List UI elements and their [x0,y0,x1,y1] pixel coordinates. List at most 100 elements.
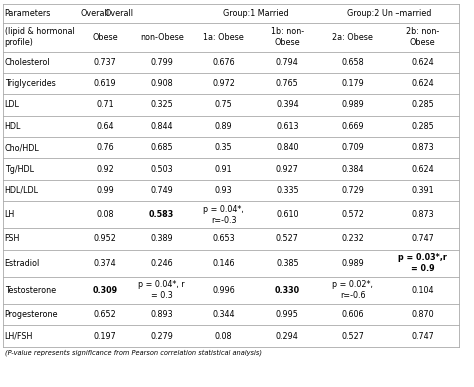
Text: HDL: HDL [5,122,21,131]
Text: 0.35: 0.35 [215,143,232,152]
Text: 0.624: 0.624 [411,79,434,88]
Text: 0.335: 0.335 [276,186,299,195]
Text: 0.89: 0.89 [215,122,232,131]
Text: 0.989: 0.989 [341,259,364,268]
Text: 0.685: 0.685 [150,143,173,152]
Text: 0.844: 0.844 [150,122,173,131]
Text: Testosterone: Testosterone [5,286,56,295]
Text: 0.99: 0.99 [96,186,114,195]
Text: 0.285: 0.285 [411,100,434,110]
Text: 0.799: 0.799 [150,58,173,67]
Text: 0.572: 0.572 [341,210,364,219]
Text: 0.08: 0.08 [96,210,114,219]
Text: 0.873: 0.873 [411,210,434,219]
Text: 0.658: 0.658 [341,58,364,67]
Text: 0.989: 0.989 [341,100,364,110]
Text: 0.624: 0.624 [411,58,434,67]
Text: 0.794: 0.794 [276,58,299,67]
Text: 0.606: 0.606 [341,310,364,319]
Text: Cholesterol: Cholesterol [5,58,50,67]
Text: 0.71: 0.71 [96,100,114,110]
Text: 0.927: 0.927 [276,164,299,173]
Text: non-Obese: non-Obese [140,33,183,41]
Text: 0.652: 0.652 [93,310,116,319]
Text: Estradiol: Estradiol [5,259,40,268]
Text: Parameters: Parameters [5,9,51,18]
Text: p = 0.03*,r
= 0.9: p = 0.03*,r = 0.9 [398,253,447,273]
Text: 0.749: 0.749 [150,186,173,195]
Text: 0.146: 0.146 [212,259,235,268]
Text: 0.996: 0.996 [212,286,235,295]
Text: 0.91: 0.91 [215,164,232,173]
Text: 0.653: 0.653 [212,235,235,243]
Text: FSH: FSH [5,235,20,243]
Text: 0.384: 0.384 [341,164,364,173]
Text: 0.179: 0.179 [341,79,364,88]
Text: Group:1 Married: Group:1 Married [223,9,289,18]
Text: 0.385: 0.385 [276,259,299,268]
Text: 0.624: 0.624 [411,164,434,173]
Text: 0.870: 0.870 [411,310,434,319]
Text: 0.325: 0.325 [150,100,173,110]
Text: 0.75: 0.75 [215,100,232,110]
Text: 0.294: 0.294 [276,332,299,341]
Text: 0.619: 0.619 [93,79,116,88]
Text: 0.583: 0.583 [149,210,174,219]
Text: LH: LH [5,210,15,219]
Text: 0.729: 0.729 [341,186,364,195]
Text: 0.76: 0.76 [96,143,114,152]
Text: p = 0.04*, r
= 0.3: p = 0.04*, r = 0.3 [138,280,185,300]
Text: 0.765: 0.765 [276,79,299,88]
Text: 0.952: 0.952 [93,235,116,243]
Text: 2a: Obese: 2a: Obese [332,33,373,41]
Text: 0.747: 0.747 [411,332,434,341]
Text: 0.995: 0.995 [276,310,299,319]
Text: 0.309: 0.309 [92,286,118,295]
Text: Cho/HDL: Cho/HDL [5,143,39,152]
Text: 0.527: 0.527 [341,332,364,341]
Text: 1a: Obese: 1a: Obese [203,33,244,41]
Text: 0.737: 0.737 [93,58,116,67]
Text: 0.747: 0.747 [411,235,434,243]
Text: p = 0.04*,
r=-0.3: p = 0.04*, r=-0.3 [203,205,244,225]
Text: 0.92: 0.92 [96,164,114,173]
Text: 0.908: 0.908 [150,79,173,88]
Text: 1b: non-
Obese: 1b: non- Obese [271,27,304,47]
Text: LH/FSH: LH/FSH [5,332,33,341]
Text: 0.285: 0.285 [411,122,434,131]
Text: 0.610: 0.610 [276,210,299,219]
Text: 0.246: 0.246 [150,259,173,268]
Text: 0.669: 0.669 [341,122,364,131]
Text: Overall: Overall [81,9,109,18]
Text: 0.389: 0.389 [150,235,173,243]
Text: 0.840: 0.840 [276,143,299,152]
Text: Tg/HDL: Tg/HDL [5,164,34,173]
Text: 0.709: 0.709 [341,143,364,152]
Text: 0.972: 0.972 [212,79,235,88]
Text: 0.676: 0.676 [212,58,235,67]
Text: LDL: LDL [5,100,19,110]
Text: 0.893: 0.893 [150,310,173,319]
Text: 0.232: 0.232 [341,235,364,243]
Text: 0.613: 0.613 [276,122,299,131]
Text: 0.197: 0.197 [93,332,116,341]
Text: Obese: Obese [92,33,118,41]
Text: 0.08: 0.08 [215,332,232,341]
Text: 0.391: 0.391 [411,186,434,195]
Text: (lipid & hormonal
profile): (lipid & hormonal profile) [5,27,74,47]
Text: 0.279: 0.279 [150,332,173,341]
Text: 0.374: 0.374 [93,259,116,268]
Text: 0.330: 0.330 [275,286,300,295]
Text: 0.104: 0.104 [411,286,434,295]
Text: Progesterone: Progesterone [5,310,58,319]
Text: 0.873: 0.873 [411,143,434,152]
Text: 0.344: 0.344 [212,310,235,319]
Text: Overall: Overall [105,9,134,18]
Text: 0.64: 0.64 [96,122,114,131]
Text: (P-value represents significance from Pearson correlation statistical analysis): (P-value represents significance from Pe… [5,350,262,356]
Text: Triglycerides: Triglycerides [5,79,55,88]
Text: Group:2 Un –married: Group:2 Un –married [347,9,432,18]
Text: 2b: non-
Obese: 2b: non- Obese [406,27,439,47]
Text: 0.527: 0.527 [276,235,299,243]
Text: p = 0.02*,
r=-0.6: p = 0.02*, r=-0.6 [332,280,373,300]
